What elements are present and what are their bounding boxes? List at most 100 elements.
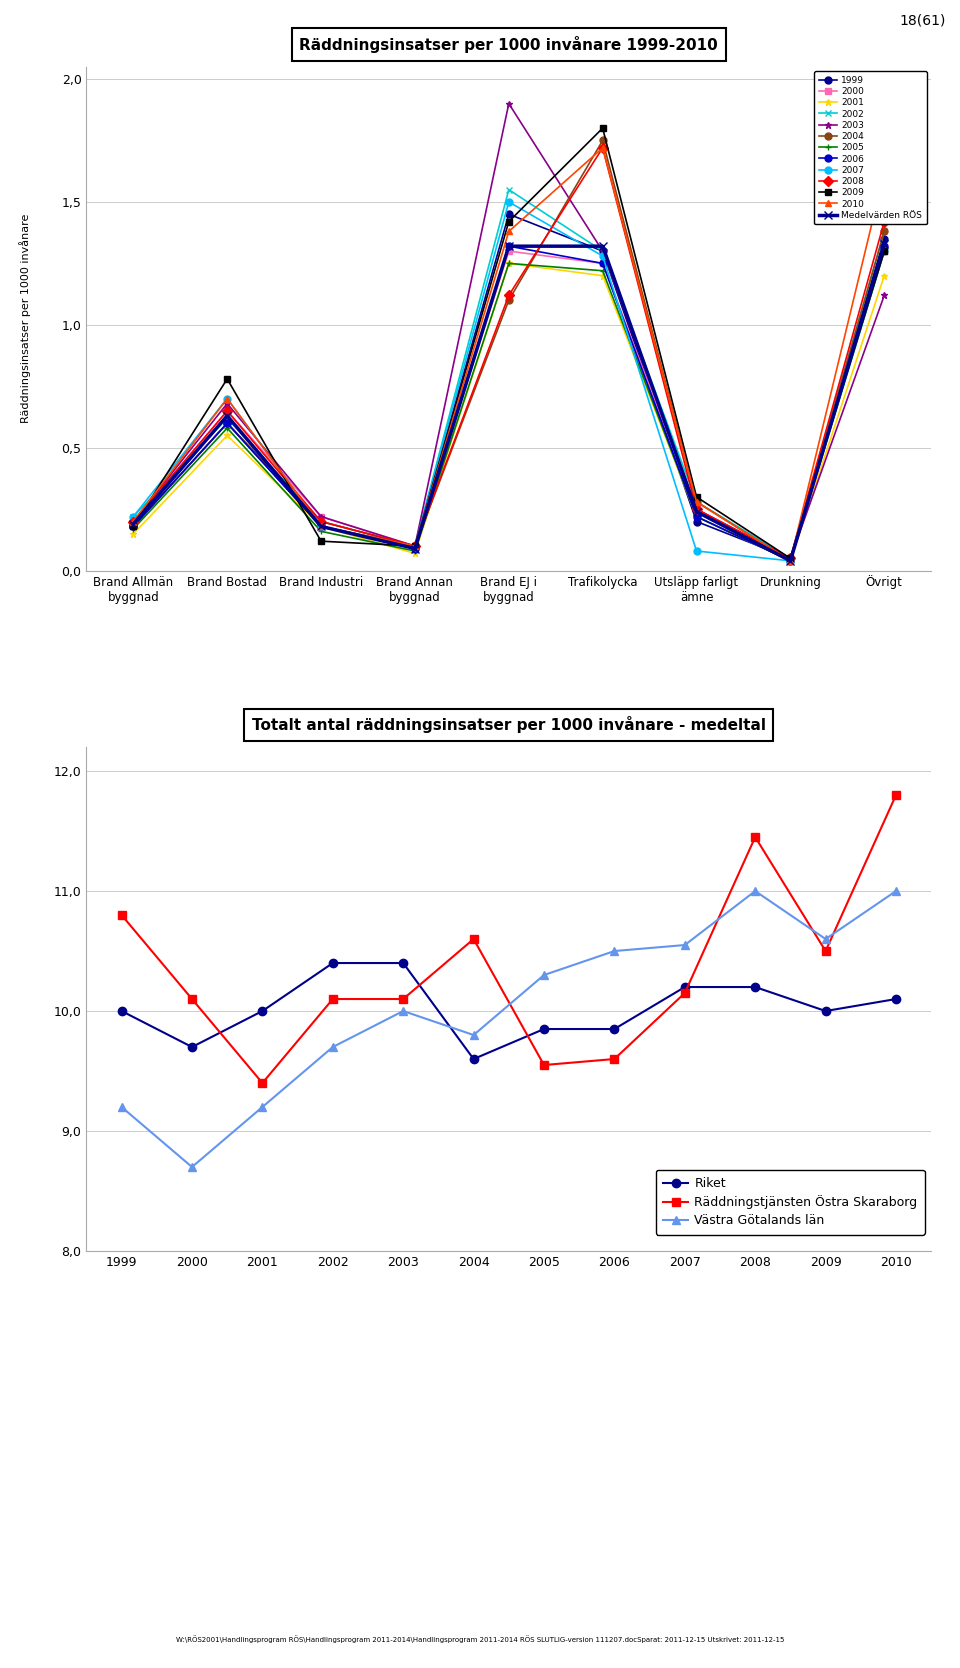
Räddningstjänsten Östra Skaraborg — [186, 989, 198, 1009]
Västra Götalands län — [116, 1098, 128, 1118]
Line: Riket: Riket — [117, 959, 900, 1063]
1999 — [784, 549, 796, 569]
2005 — [503, 254, 515, 274]
2002 — [409, 535, 420, 555]
Line: 2001: 2001 — [130, 260, 888, 564]
2003 — [503, 93, 515, 113]
2008 — [315, 512, 326, 532]
2002 — [128, 507, 139, 527]
2003 — [784, 549, 796, 569]
2001 — [503, 254, 515, 274]
2004 — [222, 414, 233, 434]
2003 — [878, 285, 890, 305]
2001 — [784, 550, 796, 570]
Räddningstjänsten Östra Skaraborg — [539, 1056, 550, 1076]
Riket — [820, 1001, 831, 1021]
2004 — [503, 290, 515, 310]
2001 — [315, 517, 326, 537]
2008 — [597, 138, 609, 158]
2005 — [691, 507, 703, 527]
Medelvärden RÖS — [409, 539, 420, 559]
Riket — [116, 1001, 128, 1021]
Title: Räddningsinsatser per 1000 invånare 1999-2010: Räddningsinsatser per 1000 invånare 1999… — [300, 37, 718, 53]
2003 — [597, 242, 609, 262]
Medelvärden RÖS — [878, 234, 890, 254]
Räddningstjänsten Östra Skaraborg — [679, 982, 690, 1002]
Västra Götalands län — [750, 881, 761, 901]
Riket — [186, 1037, 198, 1058]
Line: 2009: 2009 — [130, 125, 888, 562]
Västra Götalands län — [539, 966, 550, 986]
Medelvärden RÖS — [315, 517, 326, 537]
2004 — [597, 130, 609, 150]
Räddningstjänsten Östra Skaraborg — [256, 1073, 268, 1093]
2007 — [597, 245, 609, 265]
1999 — [503, 203, 515, 224]
2007 — [784, 550, 796, 570]
Title: Totalt antal räddningsinsatser per 1000 invånare - medeltal: Totalt antal räddningsinsatser per 1000 … — [252, 716, 766, 734]
2009 — [878, 242, 890, 262]
Västra Götalands län — [397, 1001, 409, 1021]
2002 — [503, 180, 515, 200]
2006 — [784, 550, 796, 570]
2002 — [691, 492, 703, 512]
2004 — [878, 222, 890, 242]
Riket — [609, 1019, 620, 1039]
Line: 1999: 1999 — [130, 210, 888, 562]
2007 — [315, 517, 326, 537]
Text: W:\RÖS2001\Handlingsprogram RÖS\Handlingsprogram 2011-2014\Handlingsprogram 2011: W:\RÖS2001\Handlingsprogram RÖS\Handling… — [176, 1635, 784, 1643]
Västra Götalands län — [327, 1037, 339, 1058]
Räddningstjänsten Östra Skaraborg — [609, 1049, 620, 1069]
2003 — [128, 512, 139, 532]
2008 — [222, 400, 233, 420]
2009 — [128, 517, 139, 537]
2008 — [784, 549, 796, 569]
Riket — [327, 952, 339, 972]
1999 — [315, 517, 326, 537]
2006 — [597, 254, 609, 274]
1999 — [691, 512, 703, 532]
Riket — [539, 1019, 550, 1039]
2003 — [691, 499, 703, 519]
2010 — [222, 389, 233, 409]
2001 — [691, 507, 703, 527]
2002 — [784, 549, 796, 569]
Medelvärden RÖS — [128, 514, 139, 534]
Riket — [890, 989, 901, 1009]
Räddningstjänsten Östra Skaraborg — [327, 989, 339, 1009]
2006 — [503, 237, 515, 257]
2004 — [315, 512, 326, 532]
Line: Västra Götalands län: Västra Götalands län — [117, 887, 900, 1171]
Y-axis label: Räddningsinsatser per 1000 invånare: Räddningsinsatser per 1000 invånare — [19, 214, 32, 424]
2000 — [597, 254, 609, 274]
Line: 2007: 2007 — [130, 198, 888, 564]
2007 — [222, 389, 233, 409]
Medelvärden RÖS — [691, 502, 703, 522]
2008 — [691, 499, 703, 519]
2000 — [409, 535, 420, 555]
2004 — [784, 550, 796, 570]
Västra Götalands län — [186, 1158, 198, 1178]
2010 — [315, 517, 326, 537]
2006 — [409, 539, 420, 559]
2001 — [597, 265, 609, 285]
2010 — [409, 535, 420, 555]
2007 — [409, 535, 420, 555]
Räddningstjänsten Östra Skaraborg — [750, 827, 761, 847]
2000 — [128, 512, 139, 532]
2008 — [409, 535, 420, 555]
Line: 2002: 2002 — [130, 187, 888, 562]
Line: 2004: 2004 — [130, 137, 888, 564]
Riket — [468, 1049, 479, 1069]
Text: 18(61): 18(61) — [900, 13, 946, 27]
Legend: Riket, Räddningstjänsten Östra Skaraborg, Västra Götalands län: Riket, Räddningstjänsten Östra Skaraborg… — [656, 1169, 924, 1234]
Räddningstjänsten Östra Skaraborg — [820, 941, 831, 961]
2008 — [878, 212, 890, 232]
2009 — [315, 530, 326, 550]
2008 — [503, 285, 515, 305]
2009 — [784, 549, 796, 569]
2009 — [691, 487, 703, 507]
2006 — [128, 517, 139, 537]
1999 — [409, 535, 420, 555]
Riket — [256, 1001, 268, 1021]
